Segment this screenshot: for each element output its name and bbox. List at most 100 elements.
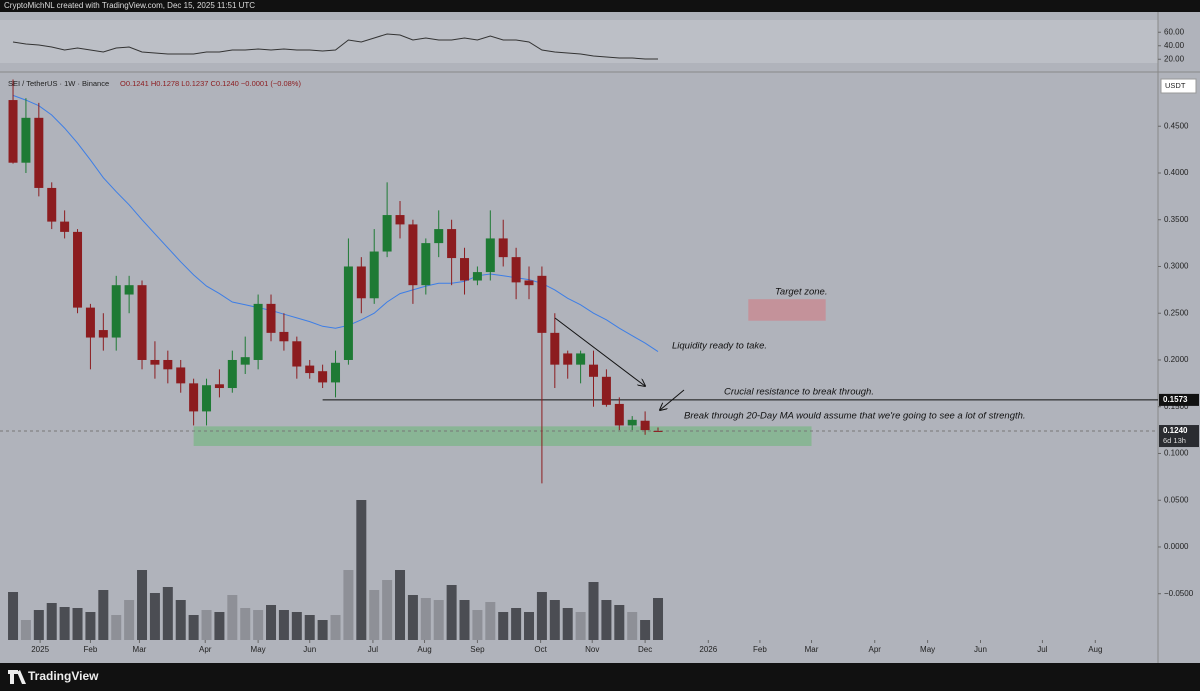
- volume-bar: [433, 600, 444, 640]
- volume-bar: [575, 612, 586, 640]
- volume-bar: [627, 612, 638, 640]
- volume-bar: [356, 500, 367, 640]
- volume-bar: [111, 615, 122, 640]
- symbol-info: SEI / TetherUS · 1W · Binance: [8, 79, 109, 88]
- last-price-label: 0.1240: [1163, 426, 1188, 435]
- arrow: [554, 317, 645, 386]
- candle-body: [202, 385, 212, 412]
- candle-body: [85, 307, 95, 338]
- y-tick-label: 0.4000: [1164, 168, 1189, 177]
- volume-bar: [149, 593, 160, 640]
- candle-body: [343, 266, 353, 360]
- candle-body: [640, 420, 650, 431]
- last-price-box: [1159, 425, 1199, 448]
- x-tick-label: Jun: [974, 645, 987, 654]
- chart-background: [0, 12, 1200, 663]
- header: CryptoMichNL created with TradingView.co…: [4, 1, 255, 10]
- candle-body: [60, 221, 70, 232]
- volume-bar: [266, 605, 277, 640]
- arrow: [660, 389, 685, 410]
- y-tick-label: 0.2000: [1164, 355, 1189, 364]
- annotation: Break through 20-Day MA would assume tha…: [684, 411, 1026, 422]
- x-tick-label: May: [251, 645, 266, 654]
- volume-bar: [175, 600, 186, 640]
- volume-bar: [20, 620, 31, 640]
- volume-bar: [240, 608, 251, 640]
- candle-body: [653, 430, 663, 432]
- candle-body: [292, 341, 302, 367]
- top-bar: [0, 0, 1200, 12]
- candle-body: [150, 359, 160, 365]
- x-tick-label: Apr: [199, 645, 212, 654]
- zone: [748, 299, 826, 321]
- candle-body: [614, 403, 624, 426]
- volume-bar: [369, 590, 380, 640]
- rsi-band: [0, 20, 1158, 63]
- candle-body: [576, 353, 586, 365]
- volume-bar: [46, 603, 57, 640]
- candle-body: [266, 303, 276, 333]
- x-tick-label: Jul: [1037, 645, 1047, 654]
- candle-body: [227, 359, 237, 389]
- y-tick-label: 0.3500: [1164, 215, 1189, 224]
- candle-body: [627, 419, 637, 426]
- currency-box[interactable]: [1160, 78, 1197, 94]
- volume-bar: [640, 620, 651, 640]
- candle-body: [421, 243, 431, 286]
- candle-body: [98, 330, 108, 338]
- volume-bar: [511, 608, 522, 640]
- candle-body: [163, 359, 173, 370]
- rsi-tick-label: 20.00: [1164, 54, 1185, 63]
- candle-body: [34, 117, 44, 188]
- volume-bar: [253, 610, 264, 640]
- candle-body: [137, 285, 147, 360]
- candle-body: [305, 365, 315, 374]
- footer-bar: [0, 663, 1200, 691]
- y-tick-label: 0.0500: [1164, 495, 1189, 504]
- volume-bar: [330, 615, 341, 640]
- volume-bar: [124, 600, 135, 640]
- x-tick-label: 2026: [699, 645, 717, 654]
- x-tick-label: Apr: [868, 645, 881, 654]
- y-tick-label: 0.0000: [1164, 542, 1189, 551]
- y-tick-label: 0.1500: [1164, 402, 1189, 411]
- volume-bar: [446, 585, 457, 640]
- annotation: Liquidity ready to take.: [672, 341, 767, 352]
- x-tick-label: Feb: [84, 645, 98, 654]
- resistance-label: 0.1573: [1163, 395, 1188, 404]
- volume-bar: [8, 592, 19, 640]
- volume-bar: [472, 610, 483, 640]
- y-tick-label: 0.4500: [1164, 121, 1189, 130]
- candle-body: [124, 285, 134, 295]
- y-tick-label: 0.2500: [1164, 308, 1189, 317]
- candle-body: [356, 266, 366, 299]
- candle-body: [563, 353, 573, 365]
- rsi-line: [12, 33, 658, 60]
- volume-bar: [395, 570, 406, 640]
- resistance-label-box: [1159, 393, 1199, 406]
- volume-bar: [536, 592, 547, 640]
- volume-bar: [214, 612, 225, 640]
- volume-bar: [485, 602, 496, 640]
- x-tick-label: Jun: [303, 645, 316, 654]
- candle-body: [279, 331, 289, 342]
- plot: 0.4500 0.4000 0.3500 0.3000 0.2500 0.2000 0.15…: [0, 27, 1199, 654]
- x-tick-label: Jul: [368, 645, 378, 654]
- moving-average: [12, 94, 659, 353]
- volume-bar: [601, 600, 612, 640]
- y-tick-label: 0.3000: [1164, 262, 1189, 271]
- candle-body: [408, 224, 418, 286]
- candle-body: [447, 229, 457, 259]
- candle-body: [485, 238, 495, 273]
- volume-bar: [278, 610, 289, 640]
- footer: TradingView: [28, 669, 99, 683]
- volume-bar: [562, 608, 573, 640]
- candle-body: [537, 275, 547, 333]
- volume-bar: [201, 610, 212, 640]
- x-tick-label: Aug: [417, 645, 431, 654]
- volume-bar: [549, 600, 560, 640]
- x-tick-label: Dec: [638, 645, 652, 654]
- candle-body: [472, 272, 482, 281]
- volume-bar: [59, 607, 70, 640]
